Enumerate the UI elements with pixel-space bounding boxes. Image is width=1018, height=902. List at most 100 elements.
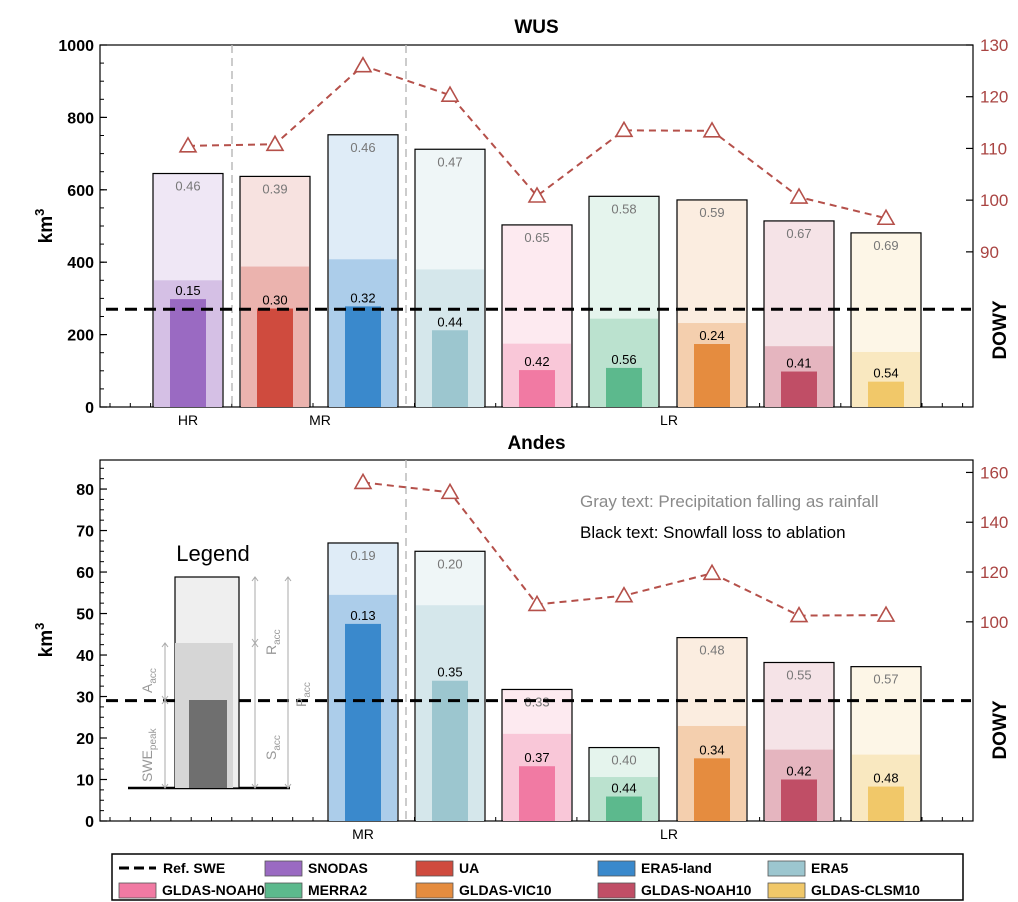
bar-group: 0.55 0.42 xyxy=(763,661,835,822)
group-label-lr: LR xyxy=(660,412,678,428)
rain-fraction-label: 0.39 xyxy=(262,181,287,196)
ablation-fraction-label: 0.41 xyxy=(786,356,811,371)
legend-swatch xyxy=(767,882,806,899)
y-axis-label: km3 xyxy=(32,623,57,658)
bar-group: 0.40 0.44 xyxy=(588,746,660,822)
bar-group: 0.46 0.15 xyxy=(152,172,224,408)
rain-fraction-label: 0.33 xyxy=(524,694,549,709)
legend-swatch xyxy=(118,882,157,899)
rain-fraction-label: 0.47 xyxy=(437,154,462,169)
y-axis-label: km3 xyxy=(32,209,57,244)
schematic-arrows xyxy=(161,576,292,789)
bar-swe-peak xyxy=(781,779,817,821)
bar-swe-peak xyxy=(606,796,642,821)
legend-label: MERRA2 xyxy=(308,882,367,898)
dowy-marker xyxy=(440,482,460,500)
y-tick-label: 40 xyxy=(76,648,94,665)
y-tick-label: 70 xyxy=(76,524,94,541)
bar-group: 0.69 0.54 xyxy=(850,232,922,408)
bar-swe-peak xyxy=(519,370,555,407)
group-label-mr: MR xyxy=(352,826,374,842)
legend-label: UA xyxy=(459,860,479,876)
bar-swe-peak xyxy=(868,381,904,407)
legend-label: SNODAS xyxy=(308,860,368,876)
bar-group: 0.46 0.32 xyxy=(327,134,399,408)
y-tick-label: 50 xyxy=(76,607,94,624)
panel-title: Andes xyxy=(507,433,565,454)
ablation-fraction-label: 0.42 xyxy=(786,764,811,779)
bar-swe-peak xyxy=(519,766,555,821)
y2-axis-label: DOWY xyxy=(990,700,1011,759)
y-tick-label: 80 xyxy=(76,482,94,499)
ablation-fraction-label: 0.15 xyxy=(175,283,200,298)
dowy-marker xyxy=(527,186,547,203)
bar-group: 0.39 0.30 xyxy=(239,175,311,408)
y2-axis-label: DOWY xyxy=(990,300,1011,359)
ablation-fraction-label: 0.34 xyxy=(699,742,724,757)
dowy-marker xyxy=(789,605,809,623)
legend-swatch xyxy=(264,860,303,877)
note-black-text: Black text: Snowfall loss to ablation xyxy=(580,523,846,542)
schematic-a-label: Aacc xyxy=(139,668,159,693)
note-gray-text: Gray text: Precipitation falling as rain… xyxy=(580,492,879,511)
rain-fraction-label: 0.40 xyxy=(611,753,636,768)
bar-group: 0.57 0.48 xyxy=(850,666,922,822)
ablation-fraction-label: 0.48 xyxy=(873,771,898,786)
ablation-fraction-label: 0.37 xyxy=(524,750,549,765)
ablation-fraction-label: 0.54 xyxy=(873,366,898,381)
dowy-marker xyxy=(702,121,722,138)
bar-group: 0.59 0.24 xyxy=(676,199,748,408)
ablation-fraction-label: 0.24 xyxy=(699,328,724,343)
rain-fraction-label: 0.19 xyxy=(350,548,375,563)
schematic-swe-box xyxy=(189,700,227,788)
y-tick-label: 200 xyxy=(67,328,94,345)
y2-tick-label: 100 xyxy=(980,613,1008,632)
legend-ref-swe-label: Ref. SWE xyxy=(163,860,225,876)
panel-andes: Andes 0 10 20 30 40 50 60 70 80 100 120 140 160 km3 DOW… xyxy=(32,433,1011,842)
rain-fraction-label: 0.58 xyxy=(611,201,636,216)
rain-fraction-label: 0.46 xyxy=(350,140,375,155)
y-tick-label: 0 xyxy=(85,400,94,417)
bar-group: 0.67 0.41 xyxy=(763,220,835,408)
bar-swe-peak xyxy=(432,680,468,821)
ablation-fraction-label: 0.42 xyxy=(524,354,549,369)
dowy-marker xyxy=(353,472,373,490)
dowy-marker xyxy=(614,120,634,138)
y2-tick-label: 160 xyxy=(980,463,1008,482)
bar-group: 0.19 0.13 xyxy=(327,542,399,822)
bar-swe-peak xyxy=(606,367,642,407)
bar-swe-peak xyxy=(345,306,381,407)
bar-swe-peak xyxy=(694,758,730,821)
dowy-marker xyxy=(702,563,722,581)
ablation-fraction-label: 0.44 xyxy=(437,314,462,329)
schematic-legend: Legend SWEpeak Aacc Sacc Racc Pacc xyxy=(128,541,313,790)
dowy-marker xyxy=(527,594,547,612)
schematic-p-label: Pacc xyxy=(293,682,313,707)
bar-swe-peak xyxy=(694,344,730,407)
y-tick-label: 20 xyxy=(76,731,94,748)
bar-swe-peak xyxy=(432,330,468,407)
bar-swe-peak xyxy=(781,371,817,407)
bar-group: 0.33 0.37 xyxy=(501,688,573,822)
y-tick-label: 800 xyxy=(67,110,94,127)
dowy-marker xyxy=(876,208,896,226)
ablation-fraction-label: 0.13 xyxy=(350,608,375,623)
legend-items: SNODAS UA ERA5-land ERA5 GLDAS-NOAH025 MERRA2… xyxy=(118,860,920,899)
y2-tick-label: 100 xyxy=(980,191,1008,210)
legend-label: ERA5 xyxy=(811,860,849,876)
group-label-lr: LR xyxy=(660,826,678,842)
legend-label: GLDAS-VIC10 xyxy=(459,882,552,898)
legend-swatch xyxy=(597,882,636,899)
dowy-marker xyxy=(876,605,896,622)
dowy-marker xyxy=(353,56,373,73)
y2-tick-label: 110 xyxy=(980,139,1007,158)
dowy-marker xyxy=(178,136,198,153)
bar-group: 0.58 0.56 xyxy=(588,195,660,408)
bar-group: 0.47 0.44 xyxy=(414,148,486,408)
y2-tick-label: 140 xyxy=(980,513,1008,532)
y2-tick-label: 90 xyxy=(980,243,999,262)
legend-swatch xyxy=(415,860,454,877)
schematic-r-label: Racc xyxy=(263,629,283,655)
rain-fraction-label: 0.57 xyxy=(873,672,898,687)
